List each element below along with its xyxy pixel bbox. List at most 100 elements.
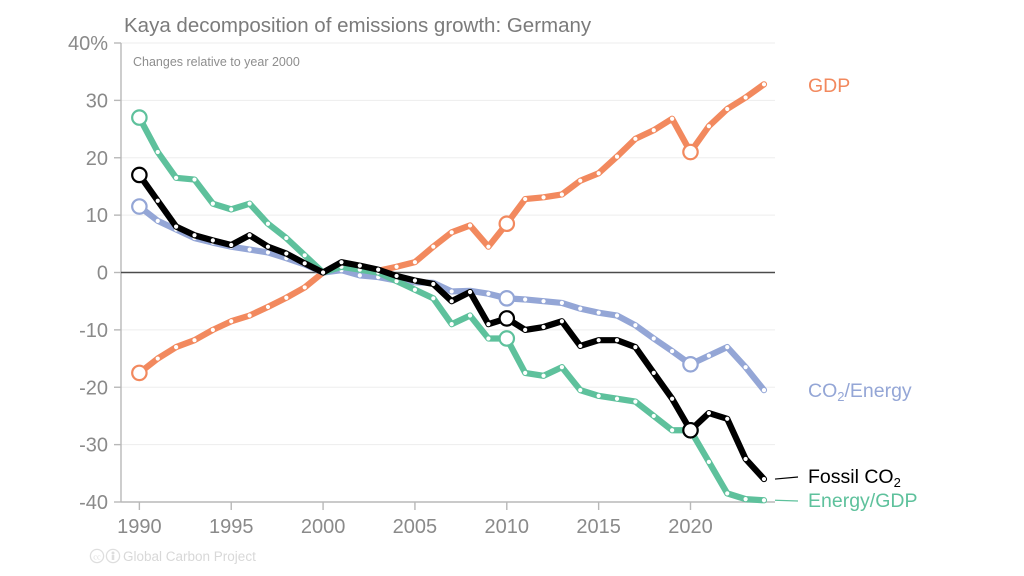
data-point-dot <box>486 322 491 327</box>
series-energy-gdp <box>131 109 768 504</box>
data-point-marker <box>682 143 699 161</box>
data-point-dot <box>376 267 381 272</box>
data-point-dot <box>357 273 362 278</box>
data-point-marker <box>498 310 516 327</box>
data-point-dot <box>523 297 528 302</box>
data-point-dot <box>486 336 491 341</box>
data-point-dot <box>706 353 711 358</box>
data-point-dot <box>541 195 546 200</box>
data-point-dot <box>670 428 675 433</box>
data-point-dot <box>743 456 748 462</box>
data-point-dot <box>210 238 215 243</box>
data-point-dot <box>174 224 179 229</box>
data-point-dot <box>155 218 160 223</box>
gridlines <box>121 42 775 503</box>
data-point-dot <box>210 201 215 206</box>
data-point-dot <box>596 393 601 398</box>
data-point-dot <box>192 233 197 238</box>
x-axis-tick-labels: 1990 1995 2000 2005 2010 2015 2020 <box>117 516 713 538</box>
data-point-dot <box>670 349 675 354</box>
data-point-dot <box>578 178 583 183</box>
data-point-dot <box>155 198 160 203</box>
data-point-dot <box>670 396 675 401</box>
data-point-dot <box>394 264 399 269</box>
credit-line: cc Global Carbon Project <box>89 548 256 564</box>
data-point-dot <box>467 223 473 228</box>
data-point-dot <box>541 373 546 378</box>
data-point-dot <box>431 296 436 301</box>
y-tick-label: 20 <box>86 148 108 170</box>
data-point-dot <box>725 106 730 112</box>
data-point-dot <box>431 244 436 249</box>
leader-line <box>774 499 799 502</box>
data-point-marker <box>131 364 148 382</box>
data-point-dot <box>302 261 307 266</box>
series-label-gdp: GDP <box>808 75 850 97</box>
data-point-dot <box>651 370 656 376</box>
data-point-dot <box>247 201 252 206</box>
data-point-dot <box>706 459 711 464</box>
data-point-dot <box>578 343 583 349</box>
creative-commons-icon: cc <box>89 548 105 564</box>
data-point-dot <box>284 295 289 300</box>
series-line <box>136 114 768 504</box>
data-point-dot <box>265 221 271 226</box>
data-point-dot <box>284 251 289 256</box>
data-point-marker <box>498 330 516 347</box>
y-tick-label: -10 <box>79 320 108 342</box>
data-point-dot <box>357 263 362 268</box>
data-point-dot <box>614 396 620 401</box>
data-point-dot <box>725 416 730 421</box>
data-point-dot <box>614 313 620 318</box>
data-point-dot <box>559 192 564 197</box>
data-point-dot <box>155 356 160 361</box>
data-point-dot <box>265 250 271 255</box>
y-tick-label: 10 <box>86 205 108 227</box>
data-point-dot <box>449 322 454 327</box>
data-point-dot <box>596 171 601 176</box>
data-point-marker <box>131 109 148 126</box>
x-tick-label: 1990 <box>117 516 162 538</box>
data-point-dot <box>467 313 473 318</box>
data-point-dot <box>449 230 454 235</box>
label-leader-lines <box>774 476 799 502</box>
data-point-dot <box>523 327 528 332</box>
data-point-dot <box>633 323 638 328</box>
data-point-dot <box>265 304 271 310</box>
data-point-dot <box>743 365 748 370</box>
data-point-marker <box>131 166 148 184</box>
series-fossil-co2 <box>131 166 768 483</box>
y-axis-tick-labels: -40 -30 -20 -10 0 10 20 30 40% <box>68 33 108 514</box>
data-point-dot <box>394 279 399 284</box>
y-tick-label: -40 <box>79 492 108 514</box>
data-point-dot <box>633 136 638 141</box>
data-point-dot <box>174 175 179 180</box>
data-point-dot <box>320 270 326 275</box>
data-point-dot <box>541 299 546 304</box>
data-point-dot <box>302 285 307 290</box>
data-point-marker <box>682 421 699 439</box>
series-co2-energy <box>131 198 768 394</box>
data-point-dot <box>743 497 748 502</box>
credit-text: Global Carbon Project <box>123 549 256 564</box>
data-point-dot <box>431 281 436 287</box>
data-point-dot <box>229 207 234 212</box>
data-point-dot <box>210 327 215 332</box>
axes <box>114 42 775 510</box>
svg-text:cc: cc <box>93 553 101 562</box>
data-point-dot <box>449 299 454 304</box>
data-point-dot <box>761 498 767 503</box>
data-point-dot <box>247 233 252 238</box>
y-tick-label: 0 <box>97 263 108 285</box>
data-point-marker <box>498 215 516 233</box>
series-label-energy-gdp: Energy/GDP <box>808 490 917 512</box>
x-tick-label: 2010 <box>485 516 530 538</box>
data-point-dot <box>596 310 601 315</box>
data-point-dot <box>761 476 767 482</box>
data-point-dot <box>596 338 601 343</box>
chart-subtitle: Changes relative to year 2000 <box>133 55 300 69</box>
data-point-dot <box>541 324 546 330</box>
data-point-marker <box>131 198 148 215</box>
